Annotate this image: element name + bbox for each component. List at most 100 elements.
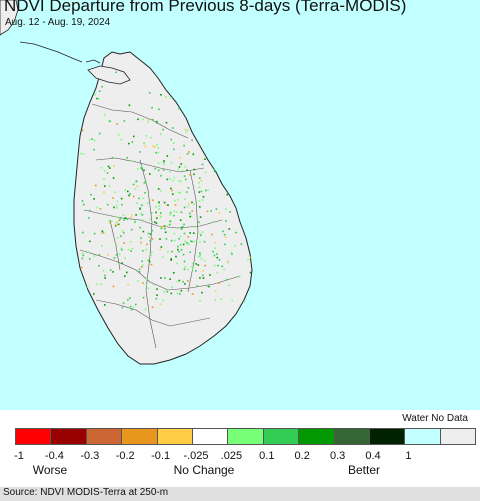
ndvi-pixel	[180, 249, 183, 251]
ndvi-pixel	[123, 120, 126, 122]
ndvi-pixel	[160, 174, 162, 177]
ndvi-pixel	[134, 220, 136, 222]
ndvi-pixel	[191, 240, 193, 243]
ndvi-pixel	[224, 208, 227, 210]
legend-tick-label: -0.2	[115, 450, 135, 462]
ndvi-pixel	[226, 278, 228, 281]
ndvi-pixel	[130, 228, 133, 231]
ndvi-pixel	[178, 279, 181, 282]
ndvi-pixel	[109, 167, 111, 169]
ndvi-pixel	[191, 139, 193, 142]
ndvi-pixel	[123, 242, 125, 244]
ndvi-pixel	[149, 218, 151, 221]
ndvi-pixel	[80, 152, 82, 155]
ndvi-pixel	[182, 280, 184, 283]
legend-swatch	[50, 428, 87, 445]
ndvi-pixel	[227, 261, 229, 264]
ndvi-pixel	[147, 259, 149, 261]
ndvi-pixel	[128, 104, 131, 107]
ndvi-pixel	[156, 217, 158, 219]
ndvi-pixel	[130, 216, 133, 219]
ndvi-pixel	[148, 236, 150, 238]
ndvi-pixel	[124, 189, 126, 191]
ndvi-pixel	[140, 167, 142, 169]
ndvi-pixel	[170, 162, 173, 164]
ndvi-pixel	[167, 251, 169, 253]
ndvi-pixel	[159, 238, 161, 240]
ndvi-pixel	[195, 263, 197, 265]
ndvi-pixel	[99, 208, 102, 210]
ndvi-pixel	[184, 266, 186, 268]
ndvi-pixel	[224, 243, 226, 246]
ndvi-pixel	[149, 173, 151, 175]
ndvi-pixel	[132, 195, 135, 198]
ndvi-pixel	[81, 129, 84, 132]
ndvi-pixel	[122, 214, 125, 217]
legend-tick-label: 0.1	[259, 450, 275, 462]
ndvi-pixel	[238, 276, 241, 278]
ndvi-pixel	[129, 240, 132, 243]
ndvi-pixel	[166, 155, 169, 157]
ndvi-pixel	[191, 201, 193, 204]
ndvi-pixel	[183, 260, 186, 263]
ndvi-pixel	[131, 247, 134, 250]
ndvi-pixel	[197, 264, 200, 266]
ndvi-pixel	[176, 292, 179, 295]
ndvi-pixel	[174, 204, 177, 206]
ndvi-pixel	[173, 210, 176, 212]
ndvi-pixel	[154, 167, 157, 170]
ndvi-pixel	[171, 286, 173, 289]
legend-tick-label: -.025	[183, 450, 209, 462]
ndvi-pixel	[198, 221, 200, 224]
ndvi-pixel	[147, 287, 150, 290]
ndvi-pixel	[157, 169, 160, 172]
ndvi-pixel	[168, 223, 171, 226]
ndvi-pixel	[165, 238, 168, 240]
ndvi-pixel	[118, 219, 121, 222]
ndvi-pixel	[199, 254, 201, 256]
ndvi-pixel	[222, 230, 224, 233]
ndvi-pixel	[169, 214, 171, 216]
ndvi-pixel	[151, 229, 153, 232]
ndvi-pixel	[191, 266, 193, 268]
ndvi-pixel	[114, 215, 117, 218]
ndvi-pixel	[169, 171, 171, 173]
ndvi-map: NDVI Departure from Previous 8-days (Ter…	[0, 0, 480, 410]
ndvi-pixel	[149, 233, 152, 235]
ndvi-pixel	[147, 120, 149, 123]
ndvi-pixel	[104, 274, 106, 277]
ndvi-pixel	[104, 304, 106, 306]
ndvi-pixel	[201, 291, 203, 294]
ndvi-pixel	[124, 257, 126, 259]
ndvi-pixel	[183, 232, 186, 235]
ndvi-pixel	[175, 255, 177, 258]
ndvi-pixel	[201, 163, 204, 166]
ndvi-pixel	[157, 147, 159, 149]
ndvi-pixel	[148, 260, 151, 262]
ndvi-pixel	[215, 208, 218, 210]
ndvi-pixel	[89, 240, 91, 243]
ndvi-pixel	[104, 114, 106, 116]
ndvi-pixel	[118, 253, 121, 255]
ndvi-pixel	[164, 277, 166, 279]
ndvi-pixel	[186, 242, 188, 244]
ndvi-pixels	[80, 71, 252, 311]
ndvi-pixel	[228, 284, 230, 287]
ndvi-pixel	[192, 232, 195, 234]
legend-tick-label: -0.3	[80, 450, 100, 462]
ndvi-pixel	[159, 303, 162, 305]
ndvi-pixel	[82, 231, 84, 234]
ndvi-pixel	[177, 248, 179, 251]
ndvi-pixel	[181, 169, 184, 172]
ndvi-pixel	[190, 240, 192, 242]
ndvi-pixel	[195, 270, 197, 272]
ndvi-pixel	[103, 170, 106, 172]
ndvi-pixel	[117, 223, 120, 226]
ndvi-pixel	[189, 174, 191, 176]
ndvi-pixel	[139, 226, 141, 229]
ndvi-pixel	[191, 210, 194, 212]
ndvi-pixel	[213, 254, 216, 257]
ndvi-pixel	[184, 128, 187, 131]
ndvi-pixel	[199, 216, 202, 218]
ndvi-pixel	[96, 283, 98, 286]
